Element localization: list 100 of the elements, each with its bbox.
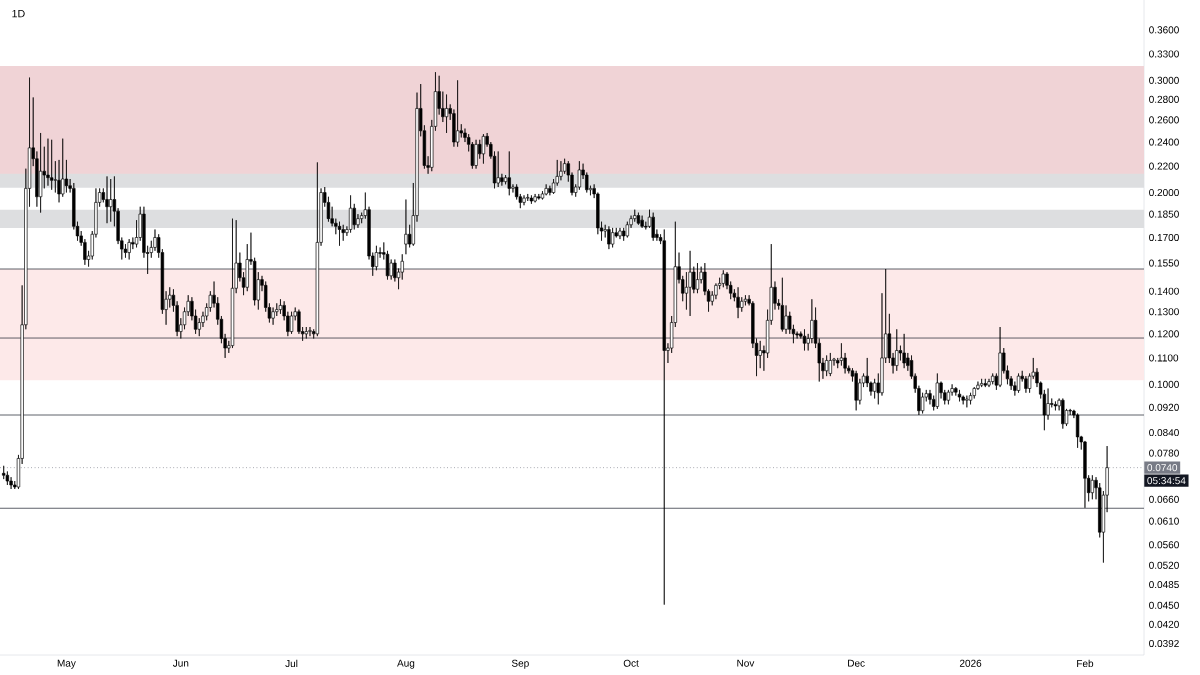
candlestick (444, 94, 449, 134)
x-tick-label: Nov (737, 659, 755, 667)
candlestick (271, 307, 275, 326)
y-tick-label: 0.0392 (1149, 639, 1179, 648)
candlestick (854, 370, 858, 411)
candlestick (127, 238, 131, 260)
y-tick-label: 0.0610 (1149, 517, 1179, 525)
y-tick-label: 0.3300 (1149, 50, 1179, 58)
x-tick-label: May (57, 659, 76, 669)
x-tick-label: 2026 (959, 659, 982, 667)
y-tick-label: 0.0450 (1149, 601, 1179, 609)
text: 1D (12, 9, 25, 18)
x-tick-label: Dec (848, 659, 865, 667)
candlestick (983, 378, 987, 388)
candlestick (1016, 373, 1021, 394)
candlestick (935, 373, 940, 410)
x-tick-label: Jul (285, 659, 298, 668)
candlestick (544, 183, 548, 196)
candlestick (230, 218, 235, 349)
candlestick (607, 225, 611, 250)
candlestick (315, 162, 320, 337)
y-tick-label: 0.1400 (1149, 287, 1179, 295)
candlestick (640, 215, 644, 229)
candlestick (1024, 375, 1028, 394)
candlestick (1061, 398, 1065, 429)
candlestick (1090, 474, 1095, 500)
candlestick (481, 133, 486, 164)
candlestick (824, 355, 829, 377)
y-tick-label: 0.2600 (1149, 116, 1179, 124)
y-tick-label: 0.0420 (1149, 620, 1179, 628)
candlestick (618, 227, 622, 240)
candlestick (522, 194, 526, 206)
candlestick (537, 193, 541, 200)
candlestick (474, 139, 478, 169)
candlestick (304, 326, 308, 339)
candlestick (404, 199, 408, 255)
candlestick (533, 193, 537, 203)
candlestick (341, 224, 345, 242)
candlestick (662, 229, 666, 605)
y-tick-label: 0.1000 (1149, 380, 1179, 388)
candlestick (721, 269, 725, 288)
candlestick (736, 286, 740, 319)
y-tick-label: 0.1700 (1149, 233, 1179, 242)
y-tick-label: 0.0485 (1149, 581, 1179, 589)
candlestick (1075, 413, 1080, 449)
candlestick (688, 250, 692, 317)
y-tick-label: 0.1550 (1149, 259, 1179, 267)
x-tick-label: Oct (623, 659, 639, 667)
candlestick (695, 262, 700, 294)
y-tick-label: 0.2800 (1149, 95, 1179, 103)
x-tick-label: Jun (172, 659, 189, 667)
y-tick-label: 0.0660 (1149, 495, 1179, 503)
candlestick (507, 151, 511, 196)
candlestick (610, 227, 615, 248)
candlestick (526, 193, 530, 202)
y-tick-label: 0.1300 (1149, 308, 1179, 316)
candlestick (455, 79, 460, 148)
candlestick (38, 132, 43, 213)
candlestick (337, 221, 342, 247)
candlestick (109, 178, 113, 223)
y-tick-label: 0.2400 (1149, 138, 1179, 146)
candlestick (289, 311, 294, 335)
candlestick (61, 138, 65, 198)
candlestick (105, 176, 109, 224)
y-tick-label: 0.0520 (1149, 561, 1179, 569)
candlestick (46, 138, 50, 187)
candlestick (998, 326, 1002, 388)
candlestick (1083, 440, 1087, 509)
y-tick-label: 0.1200 (1149, 330, 1179, 338)
candlestick (651, 212, 655, 242)
candlestick (802, 328, 807, 351)
y-tick-label: 0.3000 (1149, 76, 1179, 84)
y-tick-label: 0.3600 (1149, 26, 1179, 34)
candlestick (965, 395, 969, 408)
candlestick (957, 389, 962, 402)
candlestick (636, 212, 641, 226)
candlestick (895, 328, 899, 372)
x-tick-label: Feb (1077, 659, 1094, 668)
candlestick (496, 151, 500, 188)
ref-line-label: 0.0740 (1147, 464, 1178, 472)
candlestick (902, 333, 906, 369)
y-tick-label: 0.2200 (1149, 162, 1179, 170)
candlestick (529, 194, 534, 205)
candlestick (1053, 401, 1058, 411)
x-tick-label: Sep (511, 659, 529, 669)
candlestick (348, 194, 353, 233)
text: 05:34:54 (1147, 477, 1186, 485)
y-tick-label: 0.0780 (1149, 449, 1179, 457)
y-tick-label: 0.1850 (1149, 210, 1179, 218)
y-tick-label: 0.0920 (1149, 403, 1179, 411)
x-tick-label: Aug (397, 659, 415, 669)
y-tick-label: 0.0560 (1149, 541, 1179, 549)
y-tick-label: 0.1100 (1149, 354, 1179, 362)
y-tick-label: 0.0840 (1149, 429, 1179, 437)
y-tick-label: 0.2000 (1149, 188, 1179, 197)
candlestick (49, 139, 54, 191)
candlestick (979, 378, 984, 388)
candlestick (308, 326, 312, 337)
candlestick (828, 352, 832, 377)
candlestick (780, 277, 785, 332)
